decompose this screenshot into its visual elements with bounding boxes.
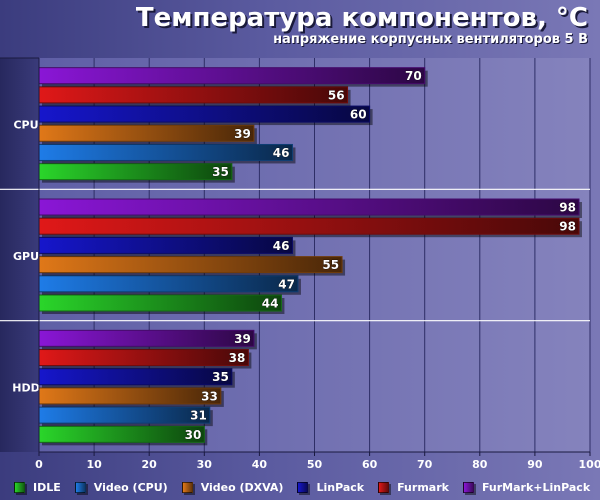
value-label-gpu-4: 98 bbox=[559, 220, 576, 234]
legend-label: FurMark+LinPack bbox=[481, 480, 591, 494]
bar-gpu-2 bbox=[38, 256, 343, 274]
x-tick-label: 40 bbox=[252, 458, 268, 471]
legend-item: Video (CPU) bbox=[74, 480, 168, 494]
bar-cpu-4 bbox=[38, 86, 349, 104]
value-label-cpu-5: 70 bbox=[405, 69, 422, 83]
legend-item: LinPack bbox=[297, 481, 364, 494]
chart-title: Температура компонентов, °C bbox=[135, 3, 588, 33]
value-label-cpu-0: 35 bbox=[212, 165, 229, 179]
bar-cpu-2 bbox=[38, 124, 255, 142]
bar-cpu-3 bbox=[38, 105, 371, 123]
value-label-gpu-2: 55 bbox=[322, 258, 339, 272]
legend-label: LinPack bbox=[316, 480, 365, 494]
value-label-cpu-2: 39 bbox=[234, 127, 251, 141]
x-tick-label: 90 bbox=[527, 458, 543, 471]
legend-swatch bbox=[462, 481, 474, 493]
value-label-cpu-1: 46 bbox=[273, 146, 290, 160]
value-label-hdd-4: 38 bbox=[229, 351, 246, 365]
bar-gpu-5 bbox=[38, 198, 580, 216]
legend-label: Video (CPU) bbox=[93, 480, 168, 494]
legend-swatch bbox=[297, 481, 309, 493]
value-label-hdd-3: 35 bbox=[212, 370, 229, 384]
value-label-gpu-5: 98 bbox=[559, 201, 576, 215]
value-label-cpu-3: 60 bbox=[350, 108, 367, 122]
legend-swatch bbox=[14, 481, 25, 493]
category-label-hdd: HDD bbox=[12, 381, 39, 394]
x-tick-label: 50 bbox=[307, 458, 323, 471]
category-label-gpu: GPU bbox=[13, 250, 39, 263]
bar-hdd-0 bbox=[38, 425, 205, 443]
legend-item: Furmark bbox=[378, 481, 449, 494]
x-tick-label: 30 bbox=[197, 458, 213, 471]
bar-hdd-2 bbox=[38, 387, 222, 405]
x-tick-label: 20 bbox=[142, 458, 158, 471]
legend-swatch bbox=[181, 481, 193, 493]
bar-gpu-3 bbox=[38, 236, 293, 254]
bar-hdd-4 bbox=[38, 349, 249, 367]
category-label-cpu: CPU bbox=[13, 119, 38, 132]
bar-cpu-5 bbox=[38, 67, 426, 85]
bar-cpu-1 bbox=[38, 143, 293, 161]
bar-hdd-3 bbox=[38, 368, 233, 386]
legend-item: Video (DXVA) bbox=[181, 480, 284, 494]
legend: IDLE Video (CPU) Video (DXVA) LinPack Furmar… bbox=[14, 478, 600, 496]
x-tick-label: 70 bbox=[417, 458, 433, 471]
x-tick-label: 0 bbox=[35, 458, 43, 471]
bar-gpu-1 bbox=[38, 275, 299, 293]
chart-subtitle: напряжение корпусных вентиляторов 5 В bbox=[273, 32, 588, 47]
value-label-hdd-0: 30 bbox=[185, 428, 202, 442]
value-label-cpu-4: 56 bbox=[328, 88, 345, 102]
legend-label: IDLE bbox=[33, 480, 61, 494]
value-label-gpu-0: 44 bbox=[262, 297, 279, 311]
legend-item: IDLE bbox=[14, 481, 61, 494]
bar-gpu-4 bbox=[38, 217, 580, 235]
value-label-hdd-1: 31 bbox=[190, 409, 207, 423]
bar-gpu-0 bbox=[38, 294, 282, 312]
value-label-hdd-2: 33 bbox=[201, 389, 218, 403]
x-tick-label: 10 bbox=[86, 458, 102, 471]
value-label-gpu-1: 47 bbox=[278, 277, 295, 291]
legend-label: Furmark bbox=[397, 480, 449, 494]
value-label-gpu-3: 46 bbox=[273, 239, 290, 253]
value-label-hdd-5: 39 bbox=[234, 332, 251, 346]
legend-swatch bbox=[378, 481, 390, 493]
legend-label: Video (DXVA) bbox=[200, 480, 284, 494]
bar-hdd-5 bbox=[38, 329, 255, 347]
legend-swatch bbox=[74, 481, 86, 493]
bar-hdd-1 bbox=[38, 406, 211, 424]
x-tick-label: 60 bbox=[362, 458, 378, 471]
x-tick-label: 100 bbox=[579, 458, 600, 471]
bar-cpu-0 bbox=[38, 163, 233, 181]
legend-item: FurMark+LinPack bbox=[462, 480, 591, 494]
x-tick-label: 80 bbox=[472, 458, 488, 471]
